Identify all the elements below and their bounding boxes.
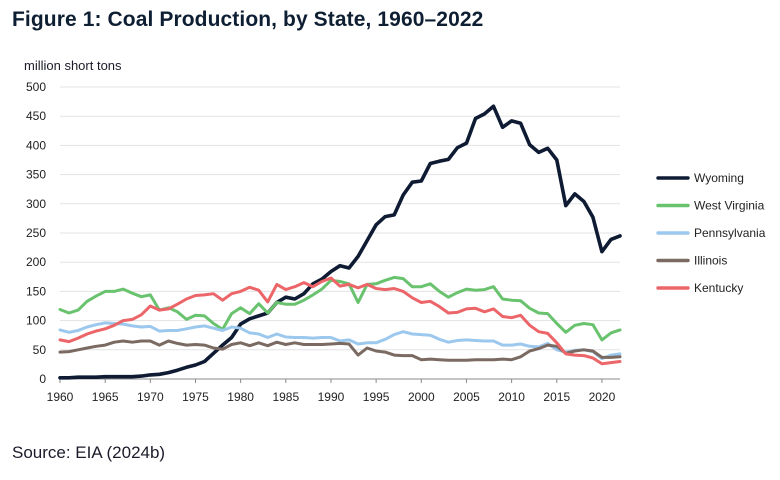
x-tick-label: 1970 [137, 390, 164, 404]
x-tick-label: 1975 [182, 390, 209, 404]
y-tick-label: 200 [26, 255, 46, 269]
y-tick-label: 100 [26, 314, 46, 328]
x-tick-label: 1980 [227, 390, 254, 404]
x-tick-label: 1990 [318, 390, 345, 404]
y-tick-label: 0 [39, 372, 46, 386]
legend-label-illinois: Illinois [694, 254, 727, 268]
y-tick-label: 150 [26, 284, 46, 298]
y-tick-label: 450 [26, 109, 46, 123]
y-tick-label: 250 [26, 226, 46, 240]
x-tick-label: 1995 [363, 390, 390, 404]
chart-title: Figure 1: Coal Production, by State, 196… [12, 8, 484, 31]
x-tick-label: 1985 [272, 390, 299, 404]
axis-layer: 0 50 100 150 200 250 300 350 400 450 500 1960 1965 19… [26, 80, 616, 404]
series-line-west-virginia [58, 275, 622, 342]
series-layer [58, 104, 622, 380]
source-note: Source: EIA (2024b) [12, 443, 166, 462]
x-tick-label: 2005 [453, 390, 480, 404]
series-line-illinois [58, 339, 622, 362]
y-tick-label: 350 [26, 168, 46, 182]
legend-label-west-virginia: West Virginia [694, 199, 765, 213]
grid-layer [60, 86, 620, 380]
x-tick-label: 2015 [543, 390, 570, 404]
legend-label-kentucky: Kentucky [694, 281, 743, 295]
x-tick-label: 1960 [47, 390, 74, 404]
series-line-wyoming [58, 104, 622, 380]
series-line-kentucky [58, 276, 622, 366]
y-tick-label: 300 [26, 197, 46, 211]
y-tick-label: 400 [26, 138, 46, 152]
x-tick-label: 2010 [498, 390, 525, 404]
y-tick-label: 500 [26, 80, 46, 94]
series-line-pennsylvania [58, 321, 622, 361]
x-tick-label: 2000 [408, 390, 435, 404]
legend: Wyoming West Virginia Pennsylvania Illinois… [656, 171, 766, 295]
y-tick-label: 50 [33, 343, 47, 357]
legend-label-pennsylvania: Pennsylvania [694, 226, 766, 240]
legend-label-wyoming: Wyoming [694, 171, 744, 185]
x-tick-label: 1965 [92, 390, 119, 404]
y-axis-label: million short tons [24, 58, 122, 73]
x-tick-label: 2020 [589, 390, 616, 404]
